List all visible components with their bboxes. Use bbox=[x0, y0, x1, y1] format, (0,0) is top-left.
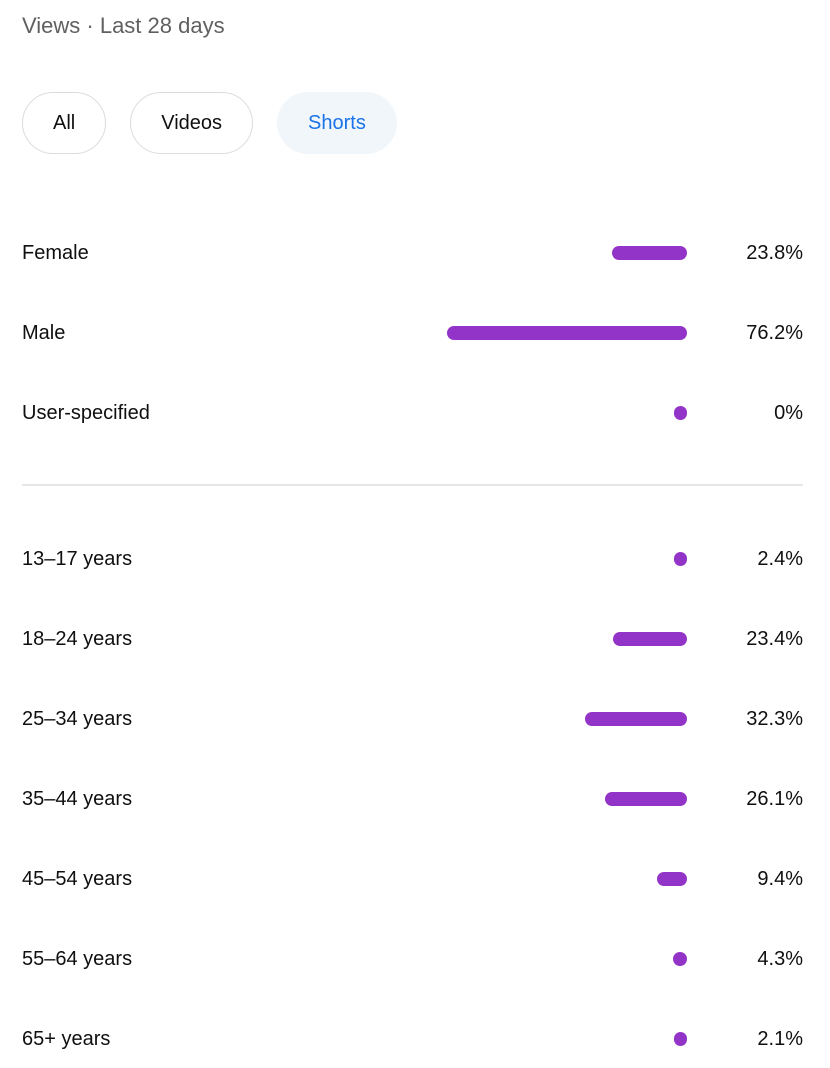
bar-track bbox=[372, 632, 687, 646]
row-user-specified: User-specified 0% bbox=[22, 373, 803, 453]
row-value: 0% bbox=[774, 401, 803, 424]
filter-chip-shorts[interactable]: Shorts bbox=[277, 92, 397, 154]
bar bbox=[585, 712, 687, 726]
bar-track bbox=[372, 326, 687, 340]
bar-track bbox=[372, 712, 687, 726]
bar bbox=[674, 406, 687, 420]
bar bbox=[612, 246, 687, 260]
bar-track bbox=[372, 246, 687, 260]
row-age-13-17: 13–17 years 2.4% bbox=[22, 519, 803, 599]
row-value: 2.1% bbox=[757, 1027, 803, 1050]
row-label: User-specified bbox=[22, 401, 150, 424]
row-male: Male 76.2% bbox=[22, 293, 803, 373]
row-age-55-64: 55–64 years 4.3% bbox=[22, 919, 803, 999]
bar-track bbox=[372, 406, 687, 420]
row-age-35-44: 35–44 years 26.1% bbox=[22, 759, 803, 839]
row-label: 45–54 years bbox=[22, 867, 133, 890]
bar-track bbox=[372, 552, 687, 566]
filter-chip-videos[interactable]: Videos bbox=[130, 92, 254, 154]
row-label: 13–17 years bbox=[22, 547, 133, 570]
row-age-65-plus: 65+ years 2.1% bbox=[22, 999, 803, 1068]
row-label: 25–34 years bbox=[22, 707, 133, 730]
row-value: 32.3% bbox=[746, 707, 803, 730]
bar bbox=[613, 632, 687, 646]
bar bbox=[604, 792, 687, 806]
bar-track bbox=[372, 872, 687, 886]
bar bbox=[446, 326, 687, 340]
page-title: Views · Last 28 days bbox=[22, 13, 225, 38]
filter-chip-all[interactable]: All bbox=[22, 92, 107, 154]
demographics-chart: Female 23.8% Male 76.2% User-specified 0… bbox=[22, 213, 803, 1068]
row-label: 35–44 years bbox=[22, 787, 133, 810]
row-value: 23.4% bbox=[746, 627, 803, 650]
row-value: 9.4% bbox=[757, 867, 803, 890]
row-value: 23.8% bbox=[746, 241, 803, 264]
bar bbox=[674, 552, 687, 566]
bar-track bbox=[372, 792, 687, 806]
row-label: Male bbox=[22, 321, 66, 344]
bar bbox=[657, 872, 687, 886]
divider bbox=[22, 484, 803, 486]
bar-track bbox=[372, 1032, 687, 1046]
row-value: 4.3% bbox=[757, 947, 803, 970]
row-value: 76.2% bbox=[746, 321, 803, 344]
row-female: Female 23.8% bbox=[22, 213, 803, 293]
row-label: 18–24 years bbox=[22, 627, 133, 650]
row-age-45-54: 45–54 years 9.4% bbox=[22, 839, 803, 919]
row-label: Female bbox=[22, 241, 89, 264]
row-label: 55–64 years bbox=[22, 947, 133, 970]
row-age-25-34: 25–34 years 32.3% bbox=[22, 679, 803, 759]
row-value: 2.4% bbox=[757, 547, 803, 570]
bar bbox=[674, 1032, 687, 1046]
bar-track bbox=[372, 952, 687, 966]
row-label: 65+ years bbox=[22, 1027, 111, 1050]
row-age-18-24: 18–24 years 23.4% bbox=[22, 599, 803, 679]
filter-chip-group: All Videos Shorts bbox=[22, 92, 803, 154]
bar bbox=[673, 952, 687, 966]
row-value: 26.1% bbox=[746, 787, 803, 810]
